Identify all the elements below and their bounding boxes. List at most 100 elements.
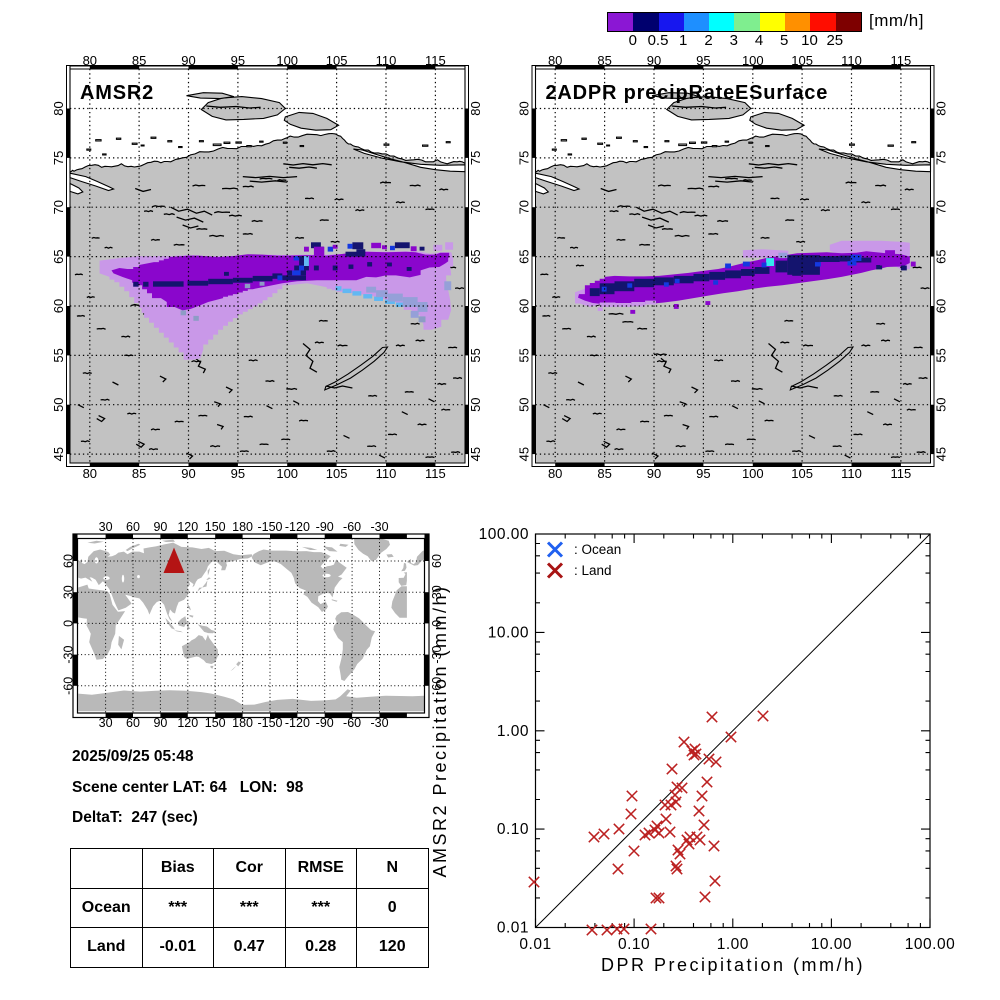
svg-text:180: 180 <box>232 520 253 534</box>
svg-text:75: 75 <box>517 151 532 165</box>
svg-text:-60: -60 <box>343 716 361 730</box>
svg-text:105: 105 <box>326 466 348 481</box>
svg-text:45: 45 <box>51 447 66 461</box>
svg-text:105: 105 <box>326 53 348 68</box>
svg-text:60: 60 <box>126 520 140 534</box>
svg-text:80: 80 <box>468 101 483 115</box>
svg-text:55: 55 <box>51 348 66 362</box>
svg-text:150: 150 <box>205 520 226 534</box>
svg-text:90: 90 <box>647 53 661 68</box>
svg-text:65: 65 <box>468 249 483 263</box>
svg-text:80: 80 <box>934 101 949 115</box>
svg-text:75: 75 <box>468 151 483 165</box>
svg-text:10.00: 10.00 <box>811 936 852 953</box>
svg-text:90: 90 <box>153 716 167 730</box>
svg-text:85: 85 <box>597 466 611 481</box>
svg-text:110: 110 <box>376 53 397 68</box>
svg-text:80: 80 <box>548 53 562 68</box>
svg-text:-60: -60 <box>430 677 444 695</box>
svg-text:95: 95 <box>231 466 245 481</box>
svg-text:85: 85 <box>132 466 146 481</box>
svg-text:70: 70 <box>934 200 949 214</box>
svg-text:115: 115 <box>425 53 446 68</box>
svg-text:95: 95 <box>696 53 710 68</box>
svg-text:-90: -90 <box>316 716 334 730</box>
svg-text:-120: -120 <box>285 716 310 730</box>
svg-text:90: 90 <box>181 53 195 68</box>
svg-text:80: 80 <box>548 466 562 481</box>
svg-text:30: 30 <box>99 716 113 730</box>
svg-text:DPR Precipitation (mm/h): DPR Precipitation (mm/h) <box>601 955 865 975</box>
svg-text:30: 30 <box>430 585 444 599</box>
svg-text:-150: -150 <box>257 716 282 730</box>
svg-text:65: 65 <box>517 249 532 263</box>
svg-text:-60: -60 <box>62 677 76 695</box>
svg-text:AMSR2 Precipitation (mm/h): AMSR2 Precipitation (mm/h) <box>430 584 450 877</box>
svg-text:90: 90 <box>181 466 195 481</box>
svg-text:: Land: : Land <box>574 563 612 578</box>
svg-text:-30: -30 <box>62 646 76 664</box>
svg-text:70: 70 <box>468 200 483 214</box>
svg-text:60: 60 <box>517 299 532 313</box>
svg-text:10.00: 10.00 <box>488 624 529 641</box>
svg-text:115: 115 <box>891 466 912 481</box>
svg-text:30: 30 <box>99 520 113 534</box>
svg-text:100: 100 <box>742 466 764 481</box>
svg-text:100: 100 <box>276 53 298 68</box>
svg-text:95: 95 <box>696 466 710 481</box>
svg-text:-30: -30 <box>430 646 444 664</box>
svg-text:50: 50 <box>517 397 532 411</box>
svg-text:100: 100 <box>276 466 298 481</box>
svg-text:-60: -60 <box>343 520 361 534</box>
svg-text:55: 55 <box>934 348 949 362</box>
svg-text:2ADPR precipRateESurface: 2ADPR precipRateESurface <box>546 82 829 104</box>
svg-text:50: 50 <box>934 397 949 411</box>
svg-text:0: 0 <box>430 620 444 627</box>
svg-text:-30: -30 <box>370 716 388 730</box>
svg-text:70: 70 <box>51 200 66 214</box>
svg-text:45: 45 <box>468 447 483 461</box>
svg-text:110: 110 <box>841 53 862 68</box>
svg-text:60: 60 <box>62 554 76 568</box>
svg-text:65: 65 <box>51 249 66 263</box>
svg-text:80: 80 <box>51 101 66 115</box>
svg-text:120: 120 <box>177 716 198 730</box>
svg-text:45: 45 <box>517 447 532 461</box>
svg-text:90: 90 <box>153 520 167 534</box>
svg-text:AMSR2: AMSR2 <box>80 82 154 104</box>
svg-text:0.10: 0.10 <box>497 821 529 838</box>
svg-text:60: 60 <box>126 716 140 730</box>
svg-text:85: 85 <box>132 53 146 68</box>
svg-text:70: 70 <box>517 200 532 214</box>
svg-text:-90: -90 <box>316 520 334 534</box>
svg-text:75: 75 <box>934 151 949 165</box>
svg-text:1.00: 1.00 <box>497 723 529 740</box>
svg-text:50: 50 <box>468 397 483 411</box>
svg-text:85: 85 <box>597 53 611 68</box>
svg-text:0.10: 0.10 <box>618 936 650 953</box>
svg-text:95: 95 <box>231 53 245 68</box>
svg-text:-30: -30 <box>370 520 388 534</box>
svg-text:100: 100 <box>742 53 764 68</box>
svg-text:75: 75 <box>51 151 66 165</box>
svg-text:120: 120 <box>177 520 198 534</box>
svg-text:80: 80 <box>83 53 97 68</box>
svg-text:100.00: 100.00 <box>479 526 529 543</box>
svg-text:: Ocean: : Ocean <box>574 542 621 557</box>
svg-text:65: 65 <box>934 249 949 263</box>
svg-text:60: 60 <box>468 299 483 313</box>
svg-text:180: 180 <box>232 716 253 730</box>
svg-text:60: 60 <box>934 299 949 313</box>
svg-text:-120: -120 <box>285 520 310 534</box>
svg-text:150: 150 <box>205 716 226 730</box>
svg-text:30: 30 <box>62 585 76 599</box>
svg-text:115: 115 <box>891 53 912 68</box>
svg-text:55: 55 <box>468 348 483 362</box>
svg-text:80: 80 <box>517 101 532 115</box>
svg-text:110: 110 <box>376 466 397 481</box>
svg-text:90: 90 <box>647 466 661 481</box>
svg-text:105: 105 <box>791 53 813 68</box>
svg-text:60: 60 <box>430 554 444 568</box>
svg-text:-150: -150 <box>257 520 282 534</box>
svg-text:110: 110 <box>841 466 862 481</box>
